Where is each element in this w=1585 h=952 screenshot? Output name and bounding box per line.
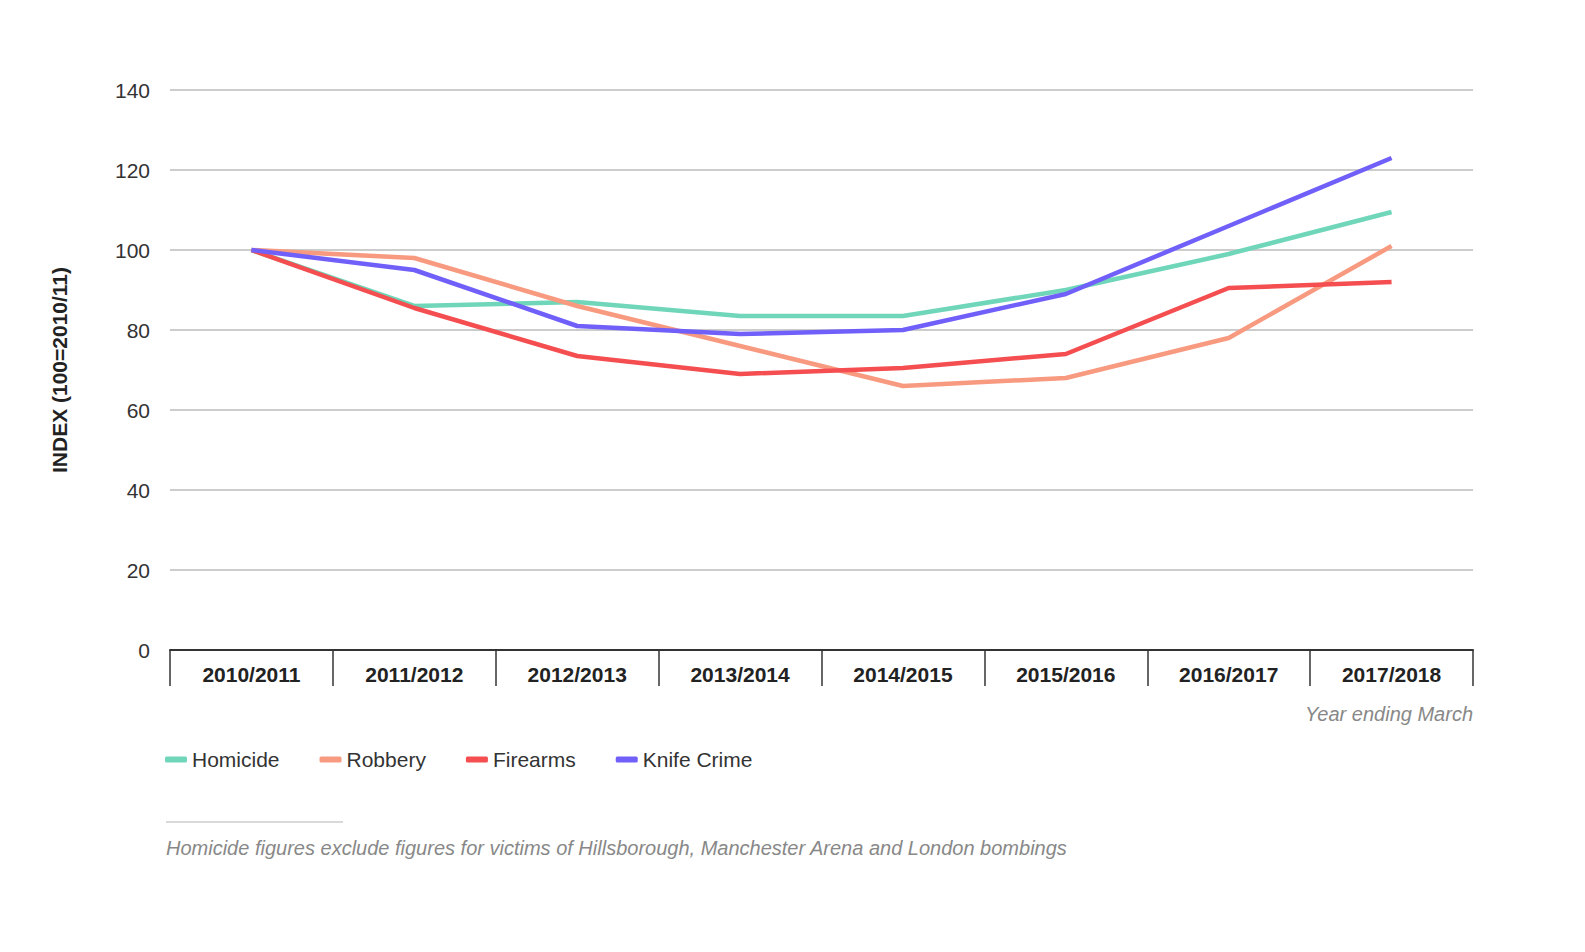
svg-text:Robbery: Robbery [347,748,427,771]
svg-text:2010/2011: 2010/2011 [202,663,300,686]
svg-text:0: 0 [138,639,150,662]
svg-text:Firearms: Firearms [493,748,576,771]
svg-text:120: 120 [115,159,150,182]
svg-text:60: 60 [127,399,150,422]
svg-text:Homicide figures exclude figur: Homicide figures exclude figures for vic… [166,837,1067,859]
svg-text:140: 140 [115,79,150,102]
svg-text:2013/2014: 2013/2014 [690,663,790,686]
svg-text:100: 100 [115,239,150,262]
svg-text:2012/2013: 2012/2013 [528,663,627,686]
svg-text:INDEX (100=2010/11): INDEX (100=2010/11) [48,267,71,473]
svg-text:80: 80 [127,319,150,342]
svg-text:2011/2012: 2011/2012 [365,663,463,686]
svg-text:2016/2017: 2016/2017 [1179,663,1278,686]
svg-text:Homicide: Homicide [192,748,280,771]
svg-text:Knife Crime: Knife Crime [643,748,753,771]
svg-text:20: 20 [127,559,150,582]
svg-text:2014/2015: 2014/2015 [853,663,953,686]
svg-text:40: 40 [127,479,150,502]
svg-text:2017/2018: 2017/2018 [1342,663,1442,686]
svg-text:2015/2016: 2015/2016 [1016,663,1115,686]
svg-text:Year ending March: Year ending March [1305,703,1473,725]
